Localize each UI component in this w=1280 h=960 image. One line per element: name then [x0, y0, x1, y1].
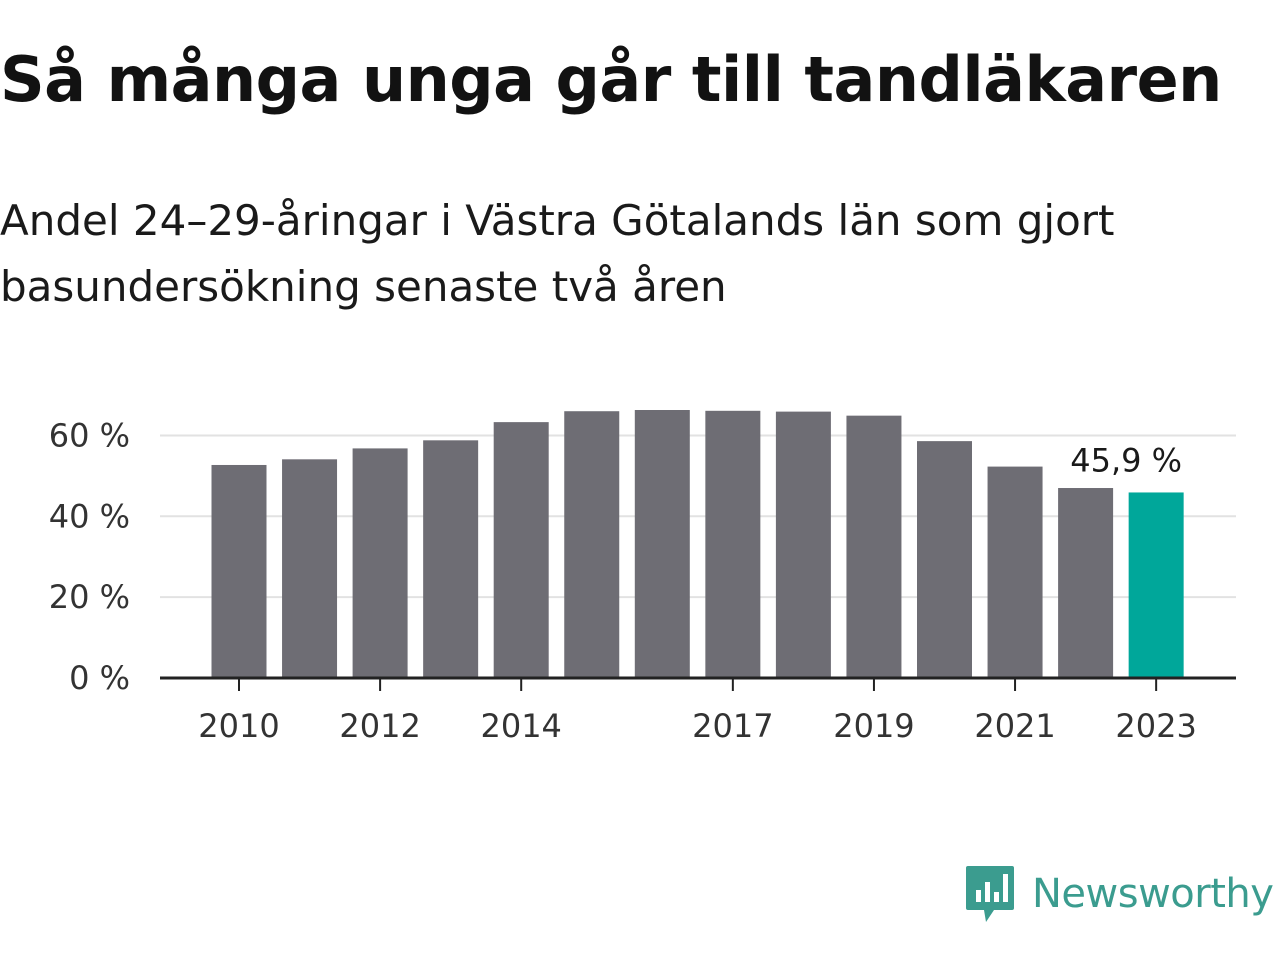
bar-2013	[423, 440, 479, 678]
bar-2022	[1058, 488, 1114, 678]
value-label-2023: 45,9 %	[1070, 441, 1182, 479]
bar-2014	[493, 422, 549, 678]
x-tick-label: 2014	[480, 707, 561, 745]
x-tick-label: 2017	[692, 707, 773, 745]
bar-2016	[634, 410, 690, 678]
bar-2018	[775, 411, 831, 678]
bar-2019	[846, 415, 902, 678]
bar-2015	[564, 411, 620, 678]
chart-title: Så många unga går till tandläkaren	[0, 43, 1222, 116]
bar-2020	[917, 441, 972, 678]
bars	[211, 410, 1184, 678]
x-tick-label: 2019	[833, 707, 914, 745]
bar-2012	[352, 448, 408, 678]
y-tick-label: 0 %	[69, 659, 130, 697]
bar-2021	[987, 466, 1043, 678]
bar-2011	[282, 459, 338, 678]
y-tick-label: 20 %	[49, 578, 130, 616]
annotations: 45,9 %	[1070, 441, 1182, 479]
bar-chart: 0 % 20 % 40 % 60 % 2010 2012 2014 2017 2019 2021…	[49, 410, 1236, 745]
y-tick-label: 40 %	[49, 497, 130, 535]
bar-2010	[211, 464, 267, 678]
y-tick-label: 60 %	[49, 416, 130, 454]
x-axis: 2010 2012 2014 2017 2019 2021 2023	[160, 676, 1236, 745]
chart-subtitle: Andel 24–29-åringar i Västra Götalands l…	[0, 196, 1115, 311]
bar-2017	[705, 410, 761, 678]
bar-2023	[1128, 492, 1184, 678]
newsworthy-logo-icon	[966, 866, 1014, 922]
grid-lines	[160, 434, 1236, 599]
x-tick-label: 2010	[198, 707, 279, 745]
x-tick-label: 2012	[339, 707, 420, 745]
newsworthy-logo: Newsworthy	[964, 864, 1274, 924]
brand-name: Newsworthy	[1032, 871, 1274, 917]
x-tick-label: 2021	[974, 707, 1055, 745]
x-tick-label: 2023	[1115, 707, 1196, 745]
y-axis-labels: 0 % 20 % 40 % 60 %	[49, 416, 130, 697]
